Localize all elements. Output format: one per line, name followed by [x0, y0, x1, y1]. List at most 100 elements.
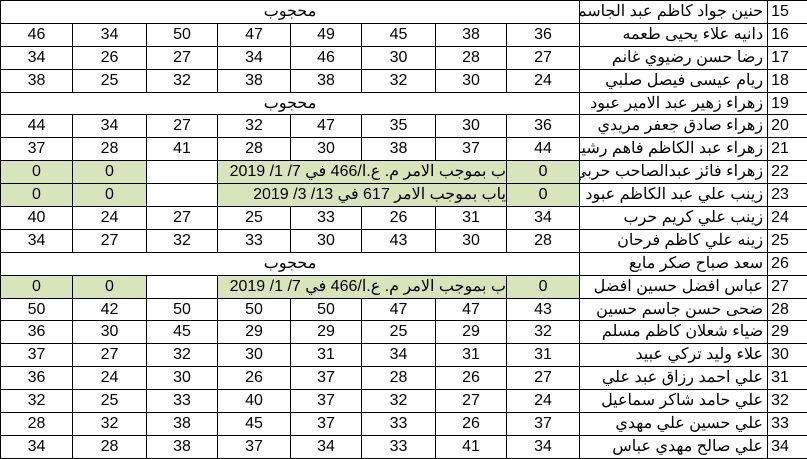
score-cell[interactable]: 30 — [217, 343, 291, 368]
score-cell[interactable]: 34 — [72, 114, 147, 139]
score-cell[interactable]: 46 — [290, 45, 362, 70]
empty-cell[interactable] — [146, 183, 218, 208]
student-name-cell[interactable]: حنين جواد كاظم عبد الجاسم — [579, 0, 769, 24]
order-note-cell[interactable]: ب بموجب الامر م. ع.ا/466 في 7/ 1/ 2019 — [217, 274, 507, 299]
score-cell[interactable]: 33 — [361, 412, 436, 436]
score-cell[interactable]: 37 — [0, 137, 73, 162]
row-number-cell[interactable]: 20 — [767, 114, 807, 139]
score-cell[interactable]: 38 — [146, 434, 218, 459]
score-cell[interactable]: 27 — [505, 45, 581, 70]
student-name-cell[interactable]: علاء وليد تركي عبيد — [579, 343, 769, 368]
score-cell[interactable]: 37 — [290, 412, 362, 436]
student-name-cell[interactable]: ضحى حسن جاسم حسين — [579, 297, 769, 322]
student-name-cell[interactable]: زهراء زهير عبد الامير عبود — [579, 91, 769, 116]
absent-status-cell[interactable]: محجوب — [0, 91, 581, 116]
score-cell[interactable]: 47 — [217, 22, 291, 47]
score-cell[interactable]: 34 — [505, 434, 581, 459]
row-number-cell[interactable]: 16 — [767, 22, 807, 47]
row-number-cell[interactable]: 31 — [767, 366, 807, 391]
score-cell[interactable]: 0 — [72, 274, 147, 299]
score-cell[interactable]: 31 — [290, 343, 362, 368]
score-cell[interactable]: 36 — [505, 22, 581, 47]
score-cell[interactable]: 38 — [361, 137, 436, 162]
score-cell[interactable]: 45 — [361, 22, 436, 47]
score-cell[interactable]: 29 — [435, 320, 507, 345]
score-cell[interactable]: 49 — [290, 22, 362, 47]
score-cell[interactable]: 38 — [435, 22, 507, 47]
row-number-cell[interactable]: 32 — [767, 389, 807, 414]
score-cell[interactable]: 50 — [217, 297, 291, 322]
score-cell[interactable]: 36 — [505, 114, 581, 139]
score-cell[interactable]: 0 — [0, 274, 73, 299]
row-number-cell[interactable]: 29 — [767, 320, 807, 345]
score-cell[interactable]: 28 — [435, 45, 507, 70]
student-name-cell[interactable]: ريام عيسى فيصل صلبي — [579, 68, 769, 93]
student-name-cell[interactable]: علي احمد رزاق عبد علي — [579, 366, 769, 391]
score-cell[interactable]: 44 — [0, 114, 73, 139]
row-number-cell[interactable]: 15 — [767, 0, 807, 24]
row-number-cell[interactable]: 17 — [767, 45, 807, 70]
empty-cell[interactable] — [146, 274, 218, 299]
score-cell[interactable]: 26 — [72, 45, 147, 70]
score-cell[interactable]: 30 — [72, 320, 147, 345]
score-cell[interactable]: 0 — [72, 160, 147, 185]
score-cell[interactable]: 31 — [505, 343, 581, 368]
score-cell[interactable]: 27 — [146, 45, 218, 70]
score-cell[interactable]: 32 — [146, 68, 218, 93]
score-cell[interactable]: 47 — [435, 297, 507, 322]
score-cell[interactable]: 50 — [146, 22, 218, 47]
score-cell[interactable]: 45 — [217, 412, 291, 436]
row-number-cell[interactable]: 25 — [767, 228, 807, 253]
score-cell[interactable]: 37 — [217, 434, 291, 459]
score-cell[interactable]: 28 — [72, 137, 147, 162]
score-cell[interactable]: 0 — [0, 183, 73, 208]
score-cell[interactable]: 28 — [72, 434, 147, 459]
score-cell[interactable]: 40 — [0, 206, 73, 230]
score-cell[interactable]: 47 — [361, 297, 436, 322]
score-cell[interactable]: 24 — [505, 68, 581, 93]
score-cell[interactable]: 33 — [290, 206, 362, 230]
score-cell[interactable]: 34 — [72, 22, 147, 47]
score-cell[interactable]: 29 — [290, 320, 362, 345]
score-cell[interactable]: 37 — [290, 389, 362, 414]
score-cell[interactable]: 27 — [505, 366, 581, 391]
score-cell[interactable]: 30 — [361, 45, 436, 70]
score-cell[interactable]: 27 — [72, 228, 147, 253]
score-cell[interactable]: 34 — [0, 228, 73, 253]
score-cell[interactable]: 25 — [72, 68, 147, 93]
score-cell[interactable]: 30 — [146, 366, 218, 391]
score-cell[interactable]: 46 — [0, 22, 73, 47]
score-cell[interactable]: 0 — [72, 183, 147, 208]
score-cell[interactable]: 25 — [361, 320, 436, 345]
score-cell[interactable]: 31 — [435, 206, 507, 230]
score-cell[interactable]: 34 — [505, 206, 581, 230]
score-cell[interactable]: 24 — [72, 366, 147, 391]
score-cell[interactable]: 0 — [0, 160, 73, 185]
score-cell[interactable]: 27 — [146, 114, 218, 139]
score-cell[interactable]: 34 — [361, 343, 436, 368]
score-cell[interactable]: 26 — [435, 366, 507, 391]
score-cell[interactable]: 25 — [217, 206, 291, 230]
score-cell[interactable]: 43 — [505, 297, 581, 322]
row-number-cell[interactable]: 34 — [767, 434, 807, 459]
score-cell[interactable]: 34 — [217, 45, 291, 70]
order-note-cell[interactable]: ياب بموجب الامر 617 في 13/ 3/ 2019 — [217, 183, 507, 208]
score-cell[interactable]: 28 — [217, 137, 291, 162]
score-cell[interactable]: 32 — [361, 389, 436, 414]
student-name-cell[interactable]: علي صالح مهدي عباس — [579, 434, 769, 459]
score-cell[interactable]: 34 — [290, 434, 362, 459]
score-cell[interactable]: 27 — [72, 343, 147, 368]
score-cell[interactable]: 33 — [217, 228, 291, 253]
score-cell[interactable]: 28 — [361, 366, 436, 391]
row-number-cell[interactable]: 26 — [767, 251, 807, 276]
row-number-cell[interactable]: 19 — [767, 91, 807, 116]
student-name-cell[interactable]: زهراء صادق جعفر مريدي — [579, 114, 769, 139]
student-name-cell[interactable]: دانيه علاء يحيى طعمه — [579, 22, 769, 47]
score-cell[interactable]: 43 — [361, 228, 436, 253]
score-cell[interactable]: 30 — [290, 137, 362, 162]
row-number-cell[interactable]: 27 — [767, 274, 807, 299]
score-cell[interactable]: 30 — [290, 228, 362, 253]
score-cell[interactable]: 38 — [146, 412, 218, 436]
absent-status-cell[interactable]: محجوب — [0, 0, 581, 24]
student-name-cell[interactable]: عباس افضل حسين افضل — [579, 274, 769, 299]
